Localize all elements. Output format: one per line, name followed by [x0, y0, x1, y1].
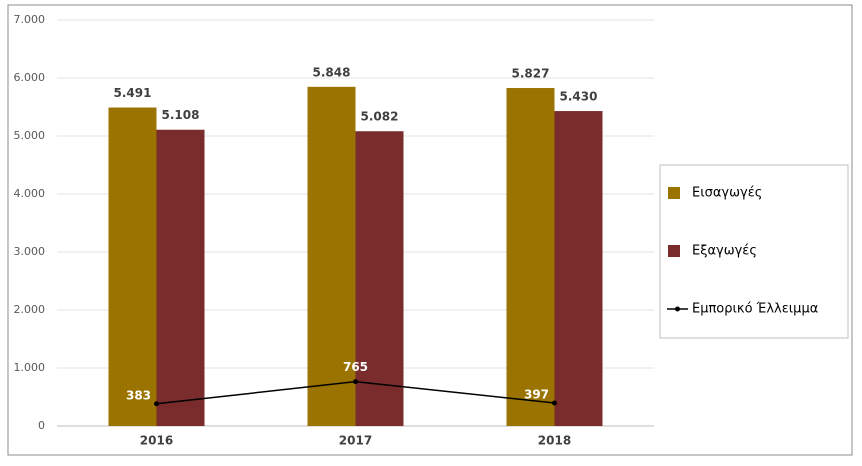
y-tick-label: 0: [38, 419, 45, 432]
legend-box: [659, 164, 849, 339]
x-tick-label: 2018: [538, 434, 571, 448]
legend-swatch-marker: [675, 306, 680, 312]
x-tick-label: 2016: [140, 434, 173, 448]
legend-swatch: [668, 187, 680, 199]
line-value-label: 397: [524, 387, 549, 401]
line-marker: [552, 400, 557, 406]
value-label: 5.430: [560, 90, 598, 104]
bar: [156, 129, 205, 426]
y-tick-label: 7.000: [14, 13, 46, 26]
x-tick-label: 2017: [339, 434, 372, 448]
y-tick-label: 1.000: [14, 361, 46, 374]
legend-label: Εισαγωγές: [692, 186, 762, 201]
line-value-label: 765: [343, 360, 368, 374]
legend-swatch: [668, 245, 680, 257]
bar: [307, 86, 356, 426]
value-label: 5.491: [114, 86, 152, 100]
legend-label: Εμπορικό Έλλειμμα: [692, 302, 818, 317]
bar: [108, 107, 157, 426]
chart-border: [7, 4, 853, 456]
bar: [554, 111, 603, 426]
value-label: 5.827: [512, 67, 550, 81]
line-marker: [353, 379, 358, 385]
y-tick-label: 5.000: [14, 129, 46, 142]
bar: [506, 88, 555, 426]
legend-label: Εξαγωγές: [692, 244, 757, 259]
y-tick-label: 4.000: [14, 187, 46, 200]
line-marker: [154, 401, 159, 407]
y-tick-label: 6.000: [14, 71, 46, 84]
value-label: 5.108: [162, 108, 200, 122]
value-label: 5.848: [313, 65, 351, 79]
bar: [355, 131, 404, 426]
line-value-label: 383: [126, 388, 151, 402]
y-tick-label: 3.000: [14, 245, 46, 258]
y-tick-label: 2.000: [14, 303, 46, 316]
value-label: 5.082: [361, 110, 399, 124]
